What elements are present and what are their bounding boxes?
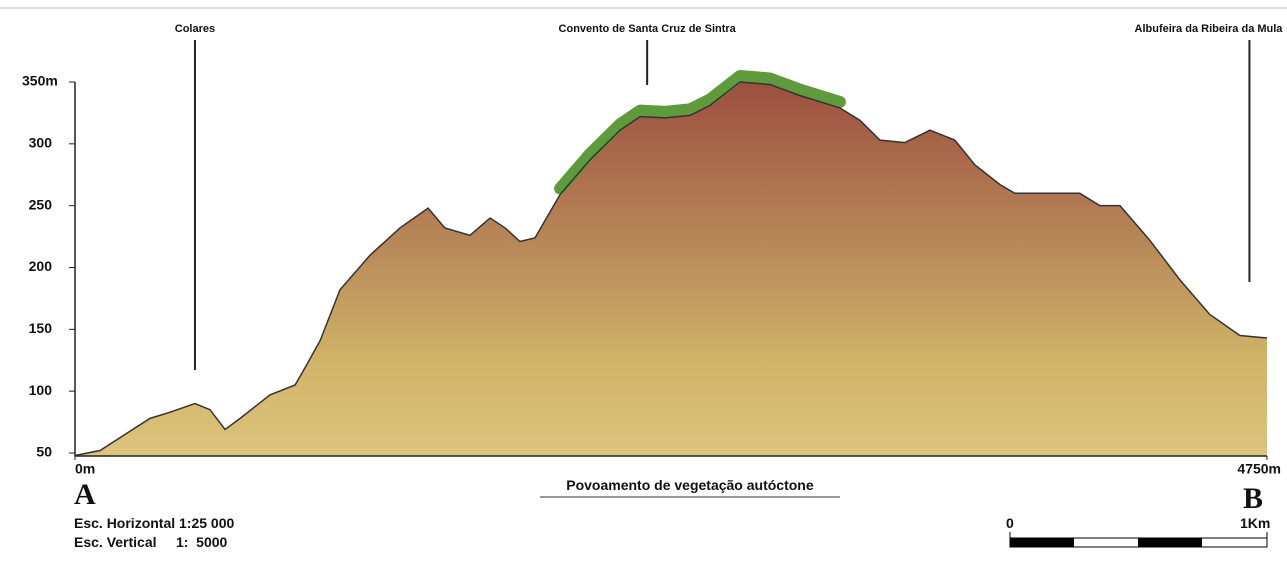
annotation-label: Colares <box>175 23 215 35</box>
scale-bar-segment <box>1138 538 1202 547</box>
x-tick-label: 0m <box>75 461 95 477</box>
y-tick-label: 350m <box>22 73 58 89</box>
y-tick-label: 150 <box>29 320 53 336</box>
vegetation-label: Povoamento de vegetação autóctone <box>566 477 814 493</box>
end-label: B <box>1243 482 1263 515</box>
y-tick-label: 300 <box>29 135 53 151</box>
annotation-label: Albufeira da Ribeira da Mula <box>1135 23 1284 35</box>
y-tick-label: 50 <box>36 444 52 460</box>
scale-bar-start: 0 <box>1006 515 1014 531</box>
annotation-label: Convento de Santa Cruz de Sintra <box>559 23 737 35</box>
y-tick-label: 100 <box>29 382 53 398</box>
terrain-fill <box>75 82 1267 456</box>
scale-bar-end-label: 1Km <box>1240 515 1270 531</box>
y-tick-label: 250 <box>29 196 53 212</box>
scale-vertical: Esc. Vertical 1: 5000 <box>74 534 228 550</box>
scale-bar-segment <box>1010 538 1074 547</box>
start-label: A <box>74 478 96 511</box>
y-tick-label: 200 <box>29 258 53 274</box>
chart: A B Esc. Horizontal 1:25 000 Esc. Vertic… <box>0 0 1287 570</box>
x-tick-label: 4750m <box>1237 461 1281 477</box>
scale-horizontal: Esc. Horizontal 1:25 000 <box>74 515 235 531</box>
scale-bar: 0 1Km <box>1006 515 1270 547</box>
